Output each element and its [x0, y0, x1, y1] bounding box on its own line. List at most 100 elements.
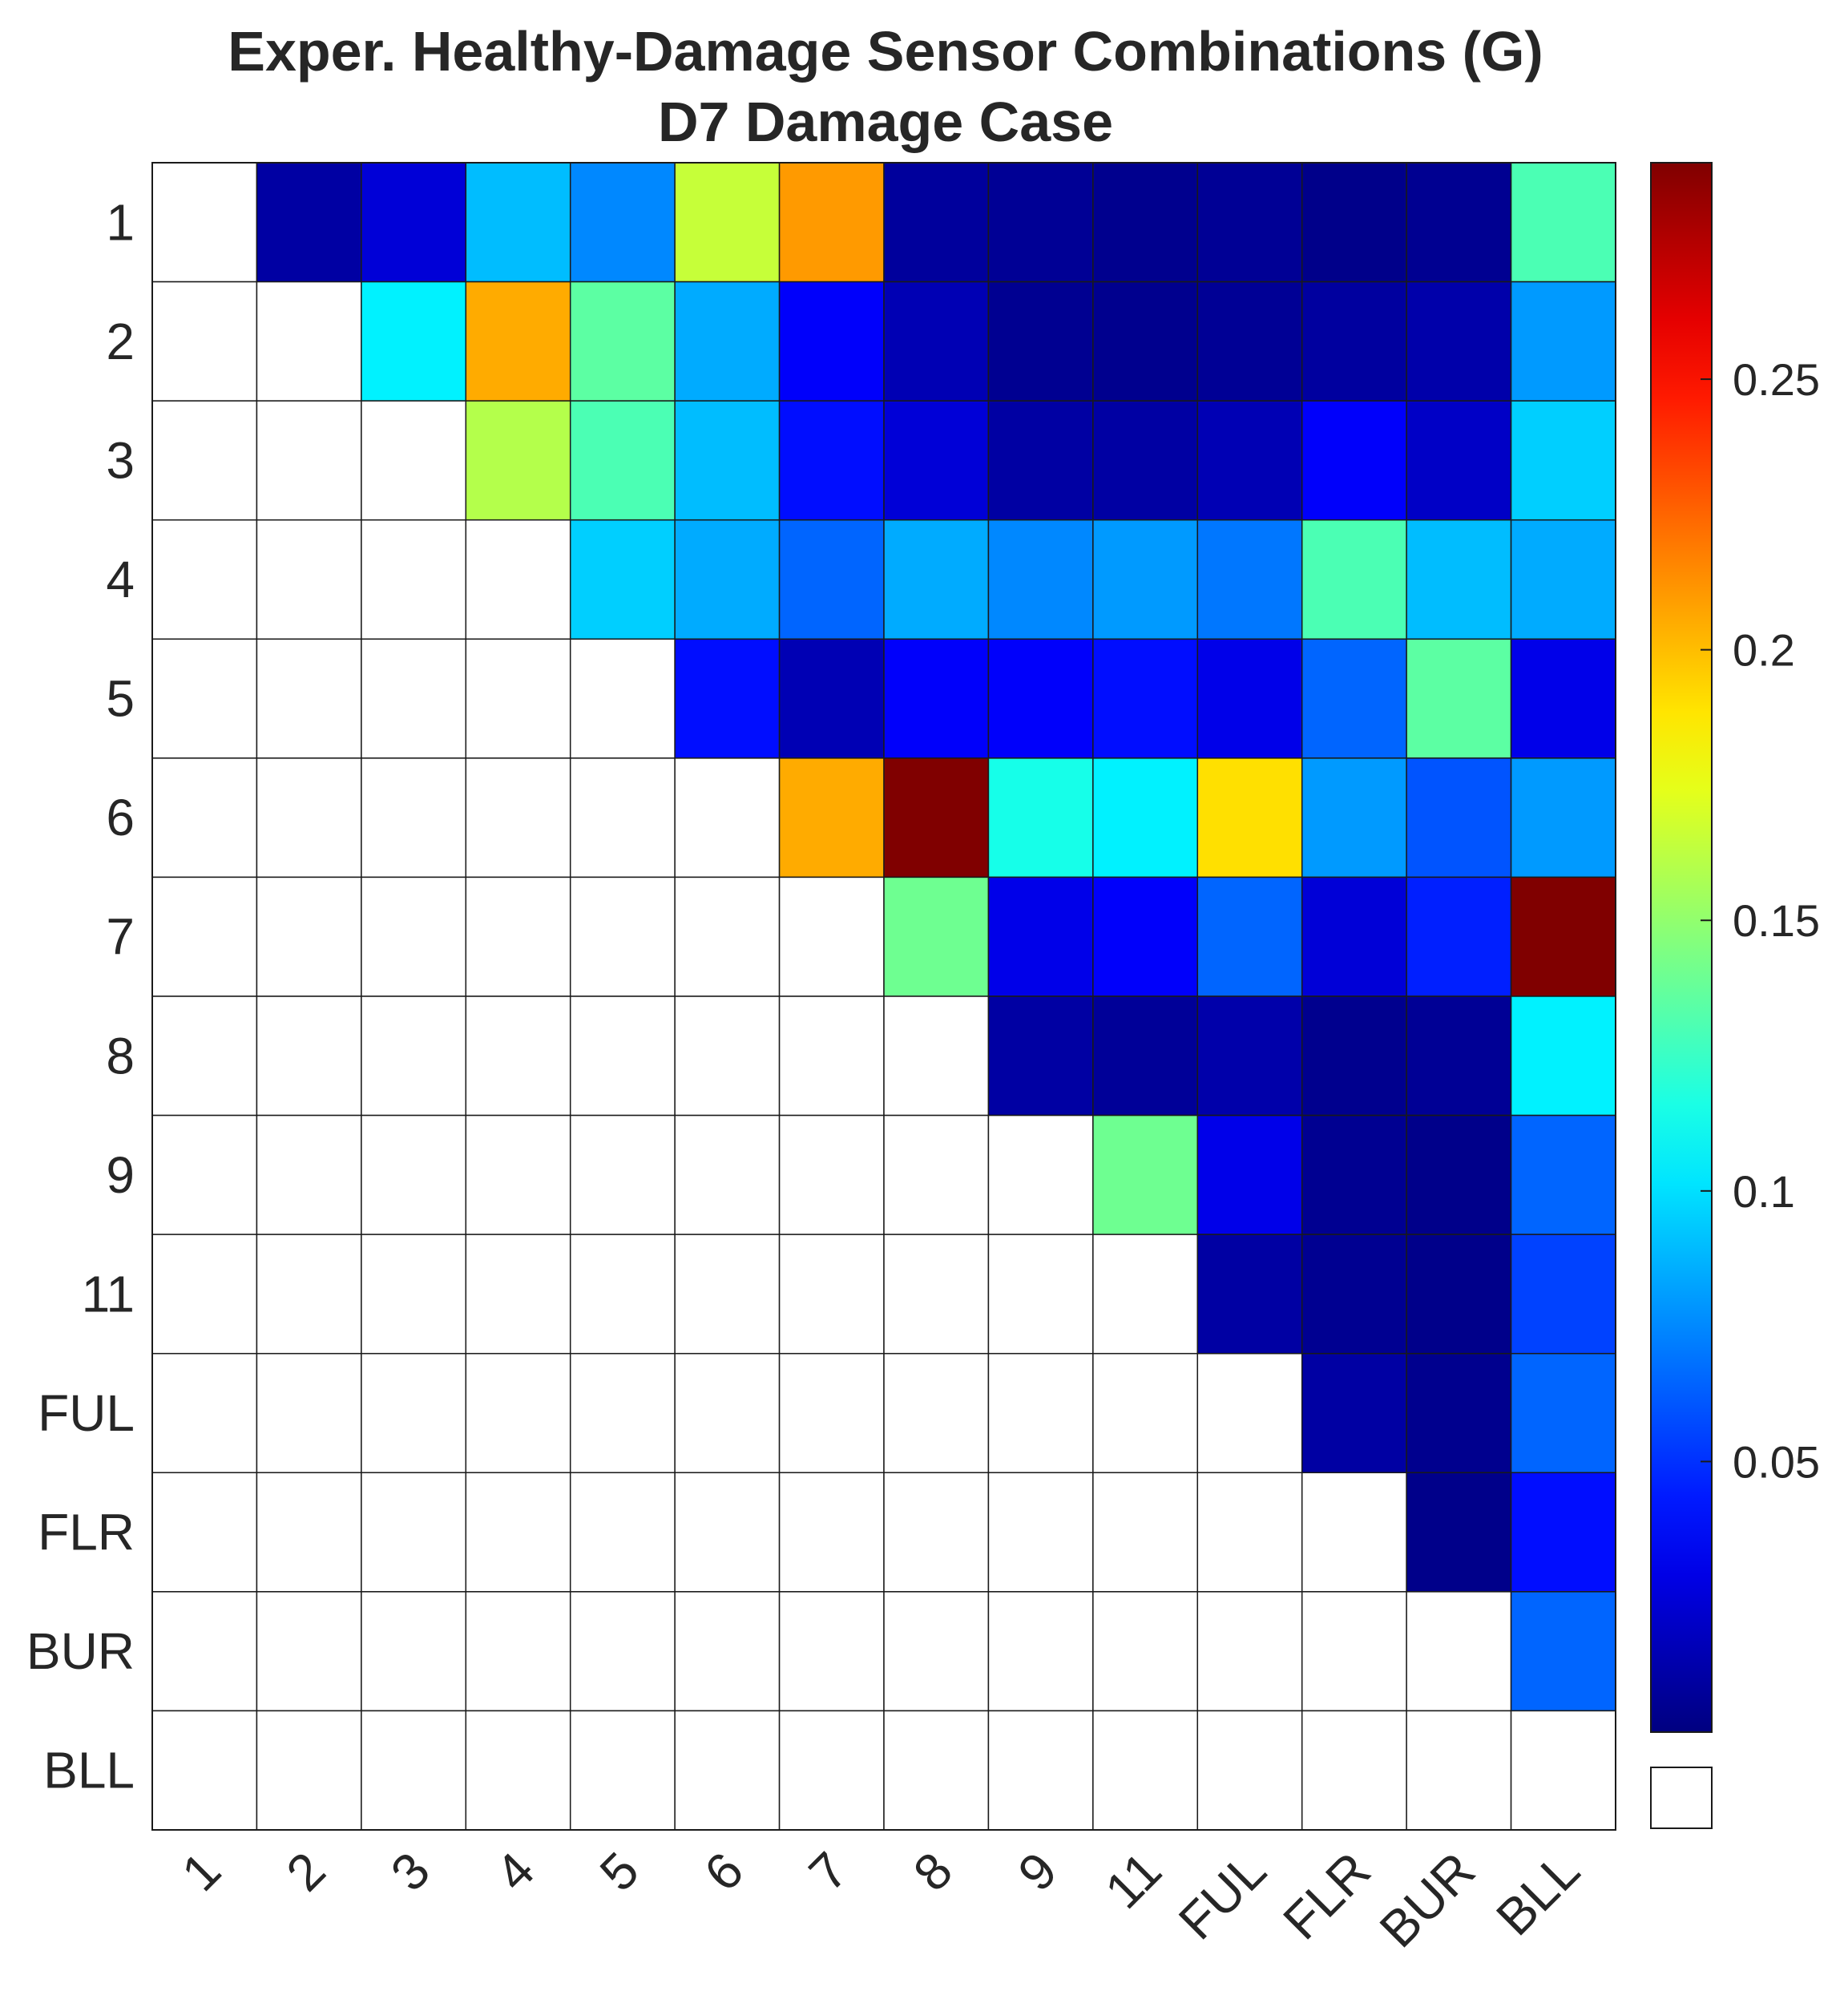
heatmap-cell [361, 1114, 467, 1235]
column-tick-label: 2 [275, 1841, 336, 1902]
heatmap-cell [151, 1591, 258, 1712]
heatmap-cell [1092, 1234, 1199, 1355]
heatmap-cell [151, 876, 258, 997]
colorbar-tick-label: 0.2 [1733, 625, 1795, 676]
heatmap-cell [987, 876, 1094, 997]
heatmap-cell [1092, 757, 1199, 878]
heatmap-cell [1406, 281, 1512, 402]
heatmap-cell [987, 1234, 1094, 1355]
heatmap-cell [778, 638, 885, 759]
heatmap-cell [361, 1352, 467, 1474]
heatmap-cell [987, 638, 1094, 759]
heatmap-cell [1196, 1234, 1303, 1355]
heatmap-cell [1196, 162, 1303, 283]
heatmap-cell [361, 400, 467, 521]
heatmap-cell [151, 162, 258, 283]
heatmap-cell [987, 757, 1094, 878]
heatmap-cell [1301, 1710, 1407, 1831]
heatmap-cell [569, 1472, 676, 1593]
row-tick-labels: 1 2 3 4 5 6 7 8 9 11 FUL FLR BUR BLL [26, 193, 135, 1799]
heatmap-cell [1406, 996, 1512, 1117]
heatmap-cell [569, 281, 676, 402]
heatmap-cell [361, 162, 467, 283]
heatmap-cell [987, 519, 1094, 640]
heatmap-cell [1301, 162, 1407, 283]
heatmap-cell [883, 162, 990, 283]
heatmap-cell [1092, 281, 1199, 402]
heatmap-cell [1406, 757, 1512, 878]
heatmap-cell [569, 519, 676, 640]
heatmap-cell [151, 996, 258, 1117]
heatmap-cell [674, 638, 781, 759]
heatmap-cell [256, 1114, 362, 1235]
heatmap-cell [1092, 1710, 1199, 1831]
heatmap-cell [1510, 638, 1616, 759]
heatmap-cell [1092, 638, 1199, 759]
heatmap-cell [361, 876, 467, 997]
heatmap-cell [256, 996, 362, 1117]
heatmap-cell [256, 400, 362, 521]
heatmap-cell [256, 1472, 362, 1593]
heatmap-cell [1196, 1710, 1303, 1831]
column-tick-label: 8 [902, 1841, 963, 1902]
heatmap-cell [883, 638, 990, 759]
colorbar-tick-label: 0.05 [1733, 1436, 1820, 1487]
heatmap-cell [1510, 876, 1616, 997]
heatmap-cell [674, 1472, 781, 1593]
row-tick-label: 4 [106, 551, 135, 608]
heatmap-cell [674, 1352, 781, 1474]
heatmap-cell [361, 1472, 467, 1593]
heatmap-cell [569, 1114, 676, 1235]
heatmap-cell [465, 1114, 571, 1235]
chart-title: Exper. Healthy-Damage Sensor Combination… [228, 20, 1543, 83]
heatmap-cell [883, 1472, 990, 1593]
heatmap-cell [465, 876, 571, 997]
chart-subtitle: D7 Damage Case [658, 91, 1113, 153]
heatmap-cell [1092, 1472, 1199, 1593]
plot-frame [151, 162, 1616, 1831]
heatmap-cell [1510, 1234, 1616, 1355]
heatmap-cell [987, 400, 1094, 521]
heatmap-cell [674, 876, 781, 997]
heatmap-cell [987, 1710, 1094, 1831]
heatmap-cell [1301, 1591, 1407, 1712]
heatmap-cell [883, 876, 990, 997]
heatmap-cell [1510, 996, 1616, 1117]
heatmap-cell [361, 281, 467, 402]
heatmap-cell [256, 162, 362, 283]
heatmap-cell [569, 757, 676, 878]
heatmap-cell [465, 757, 571, 878]
heatmap-cell [256, 519, 362, 640]
row-tick-label: 1 [106, 193, 135, 251]
heatmap-cell [778, 1591, 885, 1712]
heatmap-cell [569, 400, 676, 521]
heatmap-cell [778, 757, 885, 878]
heatmap-cell [1301, 1472, 1407, 1593]
row-tick-label: 11 [82, 1265, 135, 1323]
colorbar-gradient [1650, 162, 1713, 1733]
heatmap-cell [1092, 1591, 1199, 1712]
heatmap-cell [465, 996, 571, 1117]
row-tick-label: 2 [106, 313, 135, 370]
heatmap-cell [1092, 876, 1199, 997]
heatmap-cell [151, 519, 258, 640]
heatmap-cell [151, 757, 258, 878]
heatmap-cell [1301, 281, 1407, 402]
row-tick-label: 9 [106, 1146, 135, 1204]
heatmap-cell [883, 1352, 990, 1474]
heatmap-cell [883, 1710, 990, 1831]
heatmap-cell [256, 757, 362, 878]
column-tick-label: 4 [484, 1841, 545, 1902]
heatmap-cell [256, 1352, 362, 1474]
heatmap-cell [1196, 1352, 1303, 1474]
heatmap-cell [1406, 1352, 1512, 1474]
row-tick-label: FUL [38, 1384, 135, 1442]
heatmap-cell [674, 757, 781, 878]
heatmap-cell [1510, 1710, 1616, 1831]
heatmap-cell [361, 757, 467, 878]
heatmap-cell [1406, 1591, 1512, 1712]
heatmap-cell [883, 400, 990, 521]
heatmap-cell [1406, 400, 1512, 521]
heatmap-cell [1510, 1114, 1616, 1235]
heatmap-cell [883, 519, 990, 640]
